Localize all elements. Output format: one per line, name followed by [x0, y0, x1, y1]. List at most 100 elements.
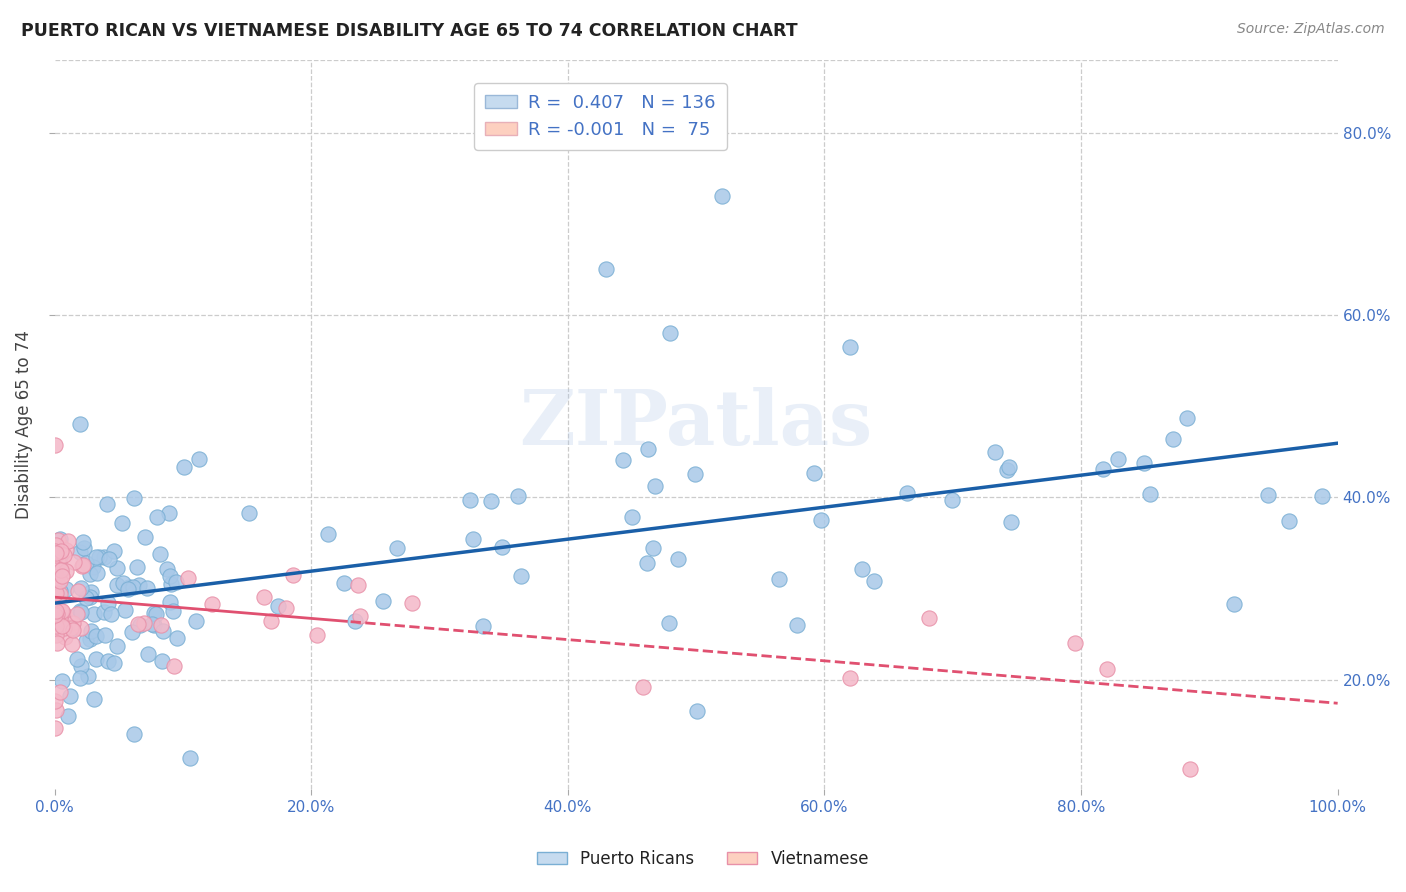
Point	[152, 624, 174, 638]
Point	[87, 549, 110, 564]
Point	[86, 566, 108, 580]
Point	[1107, 451, 1129, 466]
Point	[349, 609, 371, 624]
Point	[122, 491, 145, 506]
Point	[136, 647, 159, 661]
Point	[710, 189, 733, 203]
Point	[896, 486, 918, 500]
Point	[103, 544, 125, 558]
Point	[63, 555, 86, 569]
Point	[105, 578, 128, 592]
Point	[1133, 456, 1156, 470]
Point	[46, 572, 69, 586]
Point	[658, 615, 681, 630]
Point	[44, 622, 66, 636]
Point	[93, 550, 115, 565]
Point	[179, 751, 201, 765]
Point	[631, 681, 654, 695]
Point	[1095, 662, 1118, 676]
Point	[62, 615, 84, 630]
Point	[79, 566, 101, 581]
Point	[1161, 432, 1184, 446]
Point	[45, 604, 67, 618]
Point	[173, 459, 195, 474]
Point	[803, 467, 825, 481]
Point	[1223, 597, 1246, 611]
Point	[918, 611, 941, 625]
Point	[55, 564, 77, 578]
Point	[72, 558, 94, 573]
Point	[67, 584, 90, 599]
Point	[45, 609, 67, 624]
Point	[238, 506, 260, 520]
Point	[134, 530, 156, 544]
Point	[136, 581, 159, 595]
Point	[49, 583, 72, 598]
Point	[595, 262, 617, 277]
Point	[333, 576, 356, 591]
Point	[129, 617, 152, 632]
Point	[44, 608, 66, 623]
Point	[150, 654, 173, 668]
Point	[316, 526, 339, 541]
Point	[157, 506, 180, 520]
Point	[998, 460, 1021, 475]
Point	[105, 561, 128, 575]
Point	[83, 692, 105, 706]
Point	[46, 552, 69, 566]
Point	[58, 534, 80, 549]
Point	[184, 614, 207, 628]
Point	[1278, 514, 1301, 528]
Point	[276, 600, 298, 615]
Point	[70, 581, 93, 595]
Point	[45, 569, 67, 583]
Point	[97, 551, 120, 566]
Point	[77, 669, 100, 683]
Point	[49, 566, 72, 580]
Legend: Puerto Ricans, Vietnamese: Puerto Ricans, Vietnamese	[530, 844, 876, 875]
Point	[49, 611, 72, 625]
Point	[472, 618, 495, 632]
Point	[666, 552, 689, 566]
Legend: R =  0.407   N = 136, R = -0.001   N =  75: R = 0.407 N = 136, R = -0.001 N = 75	[474, 83, 727, 150]
Point	[1310, 489, 1333, 503]
Point	[128, 578, 150, 592]
Point	[84, 629, 107, 643]
Text: ZIPatlas: ZIPatlas	[520, 387, 873, 461]
Point	[114, 603, 136, 617]
Point	[305, 628, 328, 642]
Point	[69, 417, 91, 432]
Point	[188, 452, 211, 467]
Point	[1178, 762, 1201, 776]
Point	[122, 580, 145, 594]
Point	[156, 562, 179, 576]
Point	[51, 674, 73, 689]
Point	[159, 568, 181, 582]
Point	[810, 513, 832, 527]
Point	[163, 659, 186, 673]
Point	[371, 593, 394, 607]
Point	[941, 493, 963, 508]
Point	[53, 621, 76, 635]
Point	[83, 607, 105, 621]
Point	[997, 463, 1019, 477]
Point	[44, 544, 66, 558]
Point	[49, 574, 72, 588]
Point	[56, 709, 79, 723]
Point	[111, 516, 134, 530]
Point	[49, 684, 72, 698]
Point	[97, 654, 120, 668]
Point	[80, 624, 103, 638]
Point	[401, 596, 423, 610]
Point	[111, 575, 134, 590]
Point	[44, 587, 66, 601]
Point	[53, 549, 76, 563]
Point	[117, 580, 139, 594]
Point	[45, 628, 67, 642]
Point	[620, 509, 643, 524]
Point	[159, 577, 181, 591]
Point	[53, 630, 76, 644]
Point	[105, 639, 128, 653]
Point	[96, 497, 118, 511]
Point	[491, 540, 513, 554]
